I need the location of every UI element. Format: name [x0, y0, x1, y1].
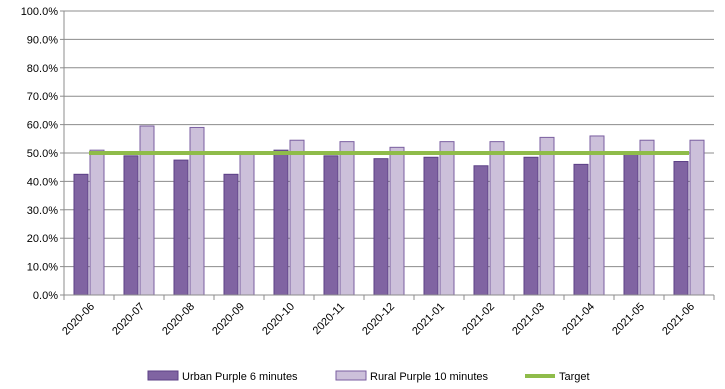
axes	[60, 10, 715, 300]
bars	[73, 125, 705, 296]
x-tick-label: 2020-06	[60, 301, 97, 338]
bar-urban-2020-10	[273, 149, 289, 296]
legend-swatch	[147, 370, 179, 381]
legend-label: Target	[559, 371, 590, 383]
bar-rural-2020-06	[89, 149, 105, 296]
x-tick-label: 2020-10	[260, 301, 297, 338]
bar-urban-2020-09	[223, 173, 239, 296]
y-tick-label: 30.0%	[27, 205, 58, 217]
y-axis-tick-labels: 0.0% 10.0% 20.0% 30.0% 40.0% 50.0% 60.0% 70.0% 8…	[21, 6, 59, 302]
y-tick-label: 20.0%	[27, 233, 58, 245]
y-tick-label: 40.0%	[27, 176, 58, 188]
y-tick-label: 0.0%	[33, 290, 58, 302]
bar-urban-2020-11	[323, 155, 339, 296]
bar-rural-2020-09	[239, 151, 255, 296]
y-tick-label: 60.0%	[27, 120, 58, 132]
bar-urban-2020-07	[123, 155, 139, 296]
y-tick-label: 80.0%	[27, 63, 58, 75]
x-tick-label: 2020-12	[360, 301, 397, 338]
gridlines	[64, 10, 714, 268]
x-tick-label: 2021-06	[660, 301, 697, 338]
legend-swatch	[335, 370, 367, 381]
bar-rural-2021-05	[639, 139, 655, 296]
x-tick-label: 2020-09	[210, 301, 247, 338]
bar-urban-2021-03	[523, 156, 539, 296]
y-tick-label: 50.0%	[27, 148, 58, 160]
x-axis-tick-labels: 2020-06 2020-07 2020-08 2020-09 2020-10 2020-…	[60, 301, 697, 338]
x-tick-label: 2020-08	[160, 301, 197, 338]
y-tick-label: 70.0%	[27, 91, 58, 103]
legend-label: Rural Purple 10 minutes	[370, 371, 489, 383]
bar-rural-2021-03	[539, 136, 555, 296]
bar-urban-2020-06	[73, 173, 89, 296]
x-tick-label: 2021-03	[510, 301, 547, 338]
bar-urban-2021-02	[473, 165, 489, 296]
bar-urban-2021-05	[623, 153, 639, 296]
y-tick-label: 10.0%	[27, 262, 58, 274]
bar-rural-2021-06	[689, 139, 705, 296]
x-tick-label: 2021-01	[410, 301, 447, 338]
bar-urban-2021-01	[423, 156, 439, 296]
bar-urban-2020-08	[173, 159, 189, 296]
y-tick-label: 100.0%	[21, 6, 59, 18]
bar-rural-2021-02	[489, 141, 505, 296]
y-tick-label: 90.0%	[27, 34, 58, 46]
legend: Urban Purple 6 minutes Rural Purple 10 mi…	[147, 370, 590, 383]
legend-label: Urban Purple 6 minutes	[182, 371, 298, 383]
x-tick-label: 2021-02	[460, 301, 497, 338]
bar-rural-2021-04	[589, 135, 605, 296]
x-tick-label: 2021-05	[610, 301, 647, 338]
bar-rural-2020-12	[389, 146, 405, 296]
bar-rural-2020-11	[339, 141, 355, 296]
bar-urban-2021-04	[573, 163, 589, 296]
x-tick-label: 2020-07	[110, 301, 147, 338]
bar-urban-2020-12	[373, 158, 389, 296]
bar-urban-2021-06	[673, 161, 689, 296]
bar-rural-2021-01	[439, 141, 455, 296]
x-tick-label: 2021-04	[560, 301, 597, 338]
x-tick-label: 2020-11	[311, 301, 347, 337]
bar-rural-2020-10	[289, 139, 305, 296]
